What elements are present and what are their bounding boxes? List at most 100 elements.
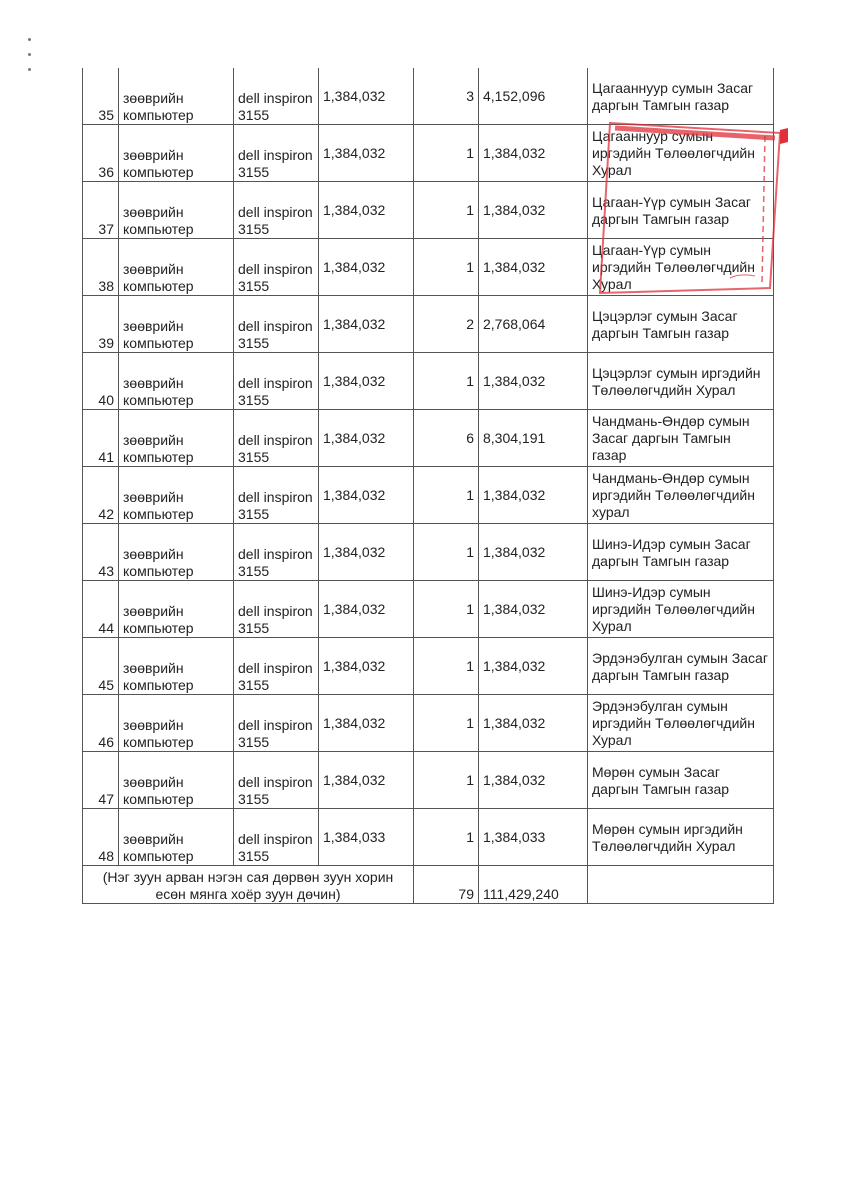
unit-price-cell: 1,384,032 [318,68,414,125]
table-row: 43 зөөврийн компьютер dell inspiron 3155 1,… [82,523,774,581]
quantity-cell: 1 [413,580,479,638]
total-amount-cell: 1,384,032 [478,694,588,752]
unit-price-cell: 1,384,032 [318,238,414,296]
organization-cell: Мөрөн сумын Засаг даргын Тамгын газар [587,751,774,809]
row-number-cell: 36 [82,124,119,182]
model-cell: dell inspiron 3155 [233,68,319,125]
model-cell: dell inspiron 3155 [233,124,319,182]
quantity-cell: 1 [413,751,479,809]
model-cell: dell inspiron 3155 [233,181,319,239]
total-amount-cell: 1,384,033 [478,808,588,866]
model-cell: dell inspiron 3155 [233,238,319,296]
item-name-cell: зөөврийн компьютер [118,68,234,125]
unit-price-cell: 1,384,032 [318,466,414,524]
unit-price-cell: 1,384,032 [318,295,414,353]
row-number-cell: 39 [82,295,119,353]
model-cell: dell inspiron 3155 [233,808,319,866]
unit-price-cell: 1,384,032 [318,124,414,182]
item-name-cell: зөөврийн компьютер [118,751,234,809]
unit-price-cell: 1,384,032 [318,181,414,239]
unit-price-cell: 1,384,032 [318,580,414,638]
total-amount-cell: 1,384,032 [478,637,588,695]
equipment-table: 35 зөөврийн компьютер dell inspiron 3155 1,… [82,68,774,904]
row-number-cell: 38 [82,238,119,296]
row-number-cell: 37 [82,181,119,239]
unit-price-cell: 1,384,032 [318,523,414,581]
organization-cell: Цэцэрлэг сумын Засаг даргын Тамгын газар [587,295,774,353]
scan-marks [28,38,32,83]
item-name-cell: зөөврийн компьютер [118,124,234,182]
row-number-cell: 42 [82,466,119,524]
item-name-cell: зөөврийн компьютер [118,409,234,467]
organization-cell: Шинэ-Идэр сумын Засаг даргын Тамгын газа… [587,523,774,581]
item-name-cell: зөөврийн компьютер [118,637,234,695]
model-cell: dell inspiron 3155 [233,352,319,410]
empty-cell [587,865,774,904]
quantity-cell: 1 [413,181,479,239]
model-cell: dell inspiron 3155 [233,295,319,353]
total-amount-cell: 4,152,096 [478,68,588,125]
item-name-cell: зөөврийн компьютер [118,295,234,353]
organization-cell: Эрдэнэбулган сумын Засаг даргын Тамгын г… [587,637,774,695]
row-number-cell: 41 [82,409,119,467]
total-quantity: 79 [413,865,479,904]
table-row: 40 зөөврийн компьютер dell inspiron 3155 1,… [82,352,774,410]
item-name-cell: зөөврийн компьютер [118,181,234,239]
item-name-cell: зөөврийн компьютер [118,694,234,752]
unit-price-cell: 1,384,032 [318,352,414,410]
total-amount-cell: 1,384,032 [478,352,588,410]
model-cell: dell inspiron 3155 [233,466,319,524]
item-name-cell: зөөврийн компьютер [118,238,234,296]
quantity-cell: 2 [413,295,479,353]
organization-cell: Цэцэрлэг сумын иргэдийн Төлөөлөгчдийн Ху… [587,352,774,410]
row-number-cell: 46 [82,694,119,752]
unit-price-cell: 1,384,032 [318,409,414,467]
table-row: 46 зөөврийн компьютер dell inspiron 3155 1,… [82,694,774,752]
quantity-cell: 1 [413,637,479,695]
model-cell: dell inspiron 3155 [233,580,319,638]
model-cell: dell inspiron 3155 [233,637,319,695]
row-number-cell: 45 [82,637,119,695]
total-amount-cell: 1,384,032 [478,466,588,524]
organization-cell: Мөрөн сумын иргэдийн Төлөөлөгчдийн Хурал [587,808,774,866]
item-name-cell: зөөврийн компьютер [118,580,234,638]
row-number-cell: 35 [82,68,119,125]
table-row: 47 зөөврийн компьютер dell inspiron 3155 1,… [82,751,774,809]
organization-cell: Шинэ-Идэр сумын иргэдийн Төлөөлөгчдийн Х… [587,580,774,638]
quantity-cell: 1 [413,352,479,410]
summary-row: (Нэг зуун арван нэгэн сая дөрвөн зуун хо… [82,865,774,904]
red-stamp [598,121,788,295]
quantity-cell: 1 [413,523,479,581]
row-number-cell: 44 [82,580,119,638]
table-row: 38 зөөврийн компьютер dell inspiron 3155 1,… [82,238,774,296]
unit-price-cell: 1,384,032 [318,694,414,752]
model-cell: dell inspiron 3155 [233,751,319,809]
table-row: 48 зөөврийн компьютер dell inspiron 3155 1,… [82,808,774,866]
quantity-cell: 1 [413,238,479,296]
quantity-cell: 6 [413,409,479,467]
row-number-cell: 48 [82,808,119,866]
total-amount-cell: 1,384,032 [478,523,588,581]
row-number-cell: 47 [82,751,119,809]
grand-total: 111,429,240 [478,865,588,904]
table-row: 45 зөөврийн компьютер dell inspiron 3155 1,… [82,637,774,695]
table-row: 44 зөөврийн компьютер dell inspiron 3155 1,… [82,580,774,638]
total-amount-cell: 1,384,032 [478,124,588,182]
organization-cell: Цагаан-Үүр сумын Засаг даргын Тамгын газ… [587,181,774,239]
item-name-cell: зөөврийн компьютер [118,466,234,524]
table-row: 35 зөөврийн компьютер dell inspiron 3155 1,… [82,68,774,125]
total-amount-cell: 1,384,032 [478,181,588,239]
model-cell: dell inspiron 3155 [233,694,319,752]
quantity-cell: 1 [413,694,479,752]
table-row: 37 зөөврийн компьютер dell inspiron 3155 1,… [82,181,774,239]
organization-cell: Чандмань-Өндөр сумын Засаг даргын Тамгын… [587,409,774,467]
total-amount-cell: 1,384,032 [478,580,588,638]
total-amount-cell: 8,304,191 [478,409,588,467]
quantity-cell: 1 [413,124,479,182]
table-row: 42 зөөврийн компьютер dell inspiron 3155 1,… [82,466,774,524]
organization-cell: Чандмань-Өндөр сумын иргэдийн Төлөөлөгчд… [587,466,774,524]
row-number-cell: 40 [82,352,119,410]
quantity-cell: 1 [413,808,479,866]
model-cell: dell inspiron 3155 [233,523,319,581]
